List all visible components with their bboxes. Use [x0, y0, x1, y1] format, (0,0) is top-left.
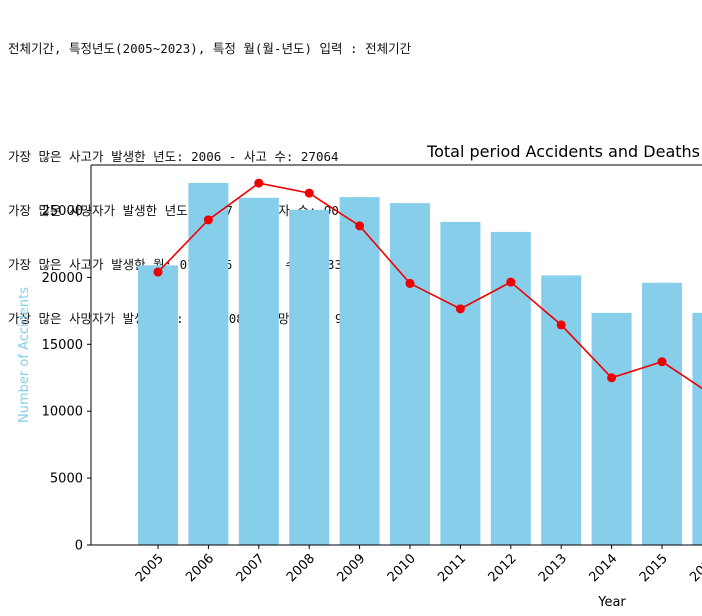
- line-point: [506, 277, 516, 287]
- y-tick-label: 20000: [42, 271, 83, 286]
- y-tick-label: 15000: [42, 338, 83, 353]
- x-tick-label: 2007: [234, 551, 268, 585]
- bar: [289, 209, 330, 545]
- x-axis-label: Year: [597, 595, 626, 610]
- bar: [642, 282, 682, 545]
- line-point: [153, 267, 163, 277]
- bar: [238, 197, 279, 546]
- bar: [440, 221, 481, 545]
- line-series: [153, 178, 702, 390]
- bar: [541, 275, 582, 545]
- line-point: [657, 357, 667, 367]
- x-tick-label: 2008: [284, 551, 318, 585]
- x-tick-label: 2005: [133, 551, 167, 585]
- bar-series: [138, 182, 702, 546]
- x-tick-label: 2013: [536, 551, 570, 585]
- y-tick-label: 25000: [42, 204, 83, 219]
- line-point: [203, 215, 213, 225]
- y-axis-ticks: 0 5000 10000 15000 20000 25000: [42, 204, 91, 554]
- line-point: [254, 178, 264, 188]
- y-tick-label: 0: [75, 539, 83, 554]
- bar: [692, 312, 702, 545]
- line-point: [355, 221, 365, 231]
- bar: [188, 182, 229, 546]
- console-input-line: 전체기간, 특정년도(2005~2023), 특정 월(월-년도) 입력 : 전…: [8, 41, 412, 56]
- x-tick-label: 2010: [385, 551, 419, 585]
- x-tick-label: 2016: [687, 551, 702, 585]
- line-point: [405, 278, 415, 288]
- bar: [138, 265, 178, 545]
- deaths-line: [157, 182, 702, 390]
- console-stat-line: 가장 많은 사고가 발생한 년도: 2006 - 사고 수: 27064: [8, 149, 339, 164]
- y-tick-label: 10000: [42, 405, 83, 420]
- x-tick-label: 2011: [435, 551, 469, 585]
- bar: [339, 197, 380, 545]
- line-point: [304, 188, 314, 198]
- line-point: [607, 373, 617, 383]
- x-tick-label: 2009: [334, 551, 368, 585]
- bar: [591, 312, 632, 545]
- y-tick-label: 5000: [50, 472, 83, 487]
- x-tick-label: 2015: [637, 551, 671, 585]
- x-tick-label: 2014: [586, 551, 620, 585]
- x-tick-label: 2012: [486, 551, 520, 585]
- line-point: [455, 304, 465, 314]
- axes: [90, 164, 702, 546]
- x-axis-ticks: 2005 2006 2007 2008 2009 2010 2011 2012 2013 2014…: [133, 545, 702, 585]
- bar: [390, 203, 430, 546]
- x-tick-label: 2006: [183, 551, 217, 585]
- line-point: [556, 320, 566, 330]
- y-axis-label: Number of Accidents: [17, 287, 32, 423]
- chart-title: Total period Accidents and Deaths: [426, 142, 700, 161]
